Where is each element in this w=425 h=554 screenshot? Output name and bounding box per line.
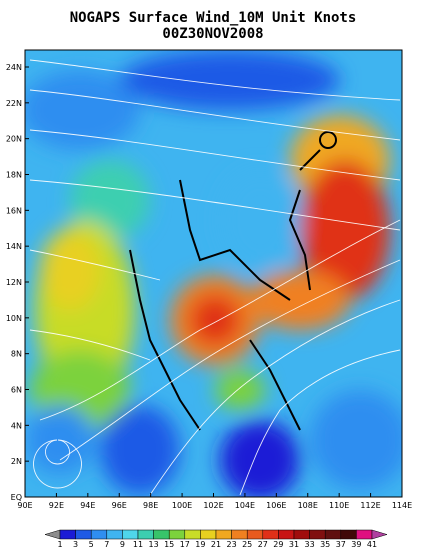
- colorbar-label: 9: [120, 540, 125, 549]
- y-axis-label: 18N: [6, 171, 22, 180]
- colorbar-label: 29: [273, 540, 283, 549]
- colorbar-swatch: [340, 529, 357, 540]
- axes: EQ 2N 4N 6N 8N 10N 12N 14N 16N 18N 20N 22N 24N 90E 92E…: [6, 63, 412, 510]
- colorbar-swatch: [293, 529, 310, 540]
- y-axis-label: 22N: [6, 99, 22, 108]
- colorbar-label: 19: [195, 540, 205, 549]
- x-axis-label: 92E: [49, 501, 64, 510]
- colorbar-swatch: [184, 529, 201, 540]
- y-axis-label: 16N: [6, 206, 22, 215]
- colorbar-label: 21: [211, 540, 221, 549]
- colorbar-label: 31: [289, 540, 299, 549]
- colorbar-swatch: [262, 529, 279, 540]
- colorbar: 1 3 5 7 9 11 13 15 17 19 21 23 25 27 29 31 33 35 37 39 41: [44, 529, 388, 549]
- colorbar-label: 25: [242, 540, 252, 549]
- colorbar-swatch: [153, 529, 170, 540]
- colorbar-swatch: [324, 529, 342, 540]
- colorbar-swatch: [106, 529, 123, 540]
- x-axis-label: 114E: [392, 501, 412, 510]
- colorbar-label: 1: [57, 540, 62, 549]
- title: NOGAPS Surface Wind_10M Unit Knots: [70, 10, 357, 26]
- colorbar-swatch: [59, 529, 76, 540]
- x-axis-label: 94E: [80, 501, 95, 510]
- colorbar-label: 41: [367, 540, 377, 549]
- x-axis-label: 98E: [143, 501, 158, 510]
- x-axis-label: 104E: [235, 501, 255, 510]
- colorbar-label: 35: [320, 540, 330, 549]
- colorbar-arrow: [371, 529, 388, 540]
- y-axis-label: 12N: [6, 278, 22, 287]
- x-axis-label: 112E: [360, 501, 380, 510]
- y-axis-label: 6N: [11, 386, 22, 395]
- colorbar-swatch: [309, 529, 326, 540]
- colorbar-arrow: [44, 529, 61, 540]
- wind-field: [25, 50, 402, 497]
- x-axis-label: 100E: [172, 501, 192, 510]
- colorbar-swatch: [137, 529, 154, 540]
- y-axis-label: 14N: [6, 242, 22, 251]
- colorbar-label: 5: [89, 540, 94, 549]
- colorbar-label: 13: [149, 540, 159, 549]
- colorbar-swatch: [246, 529, 264, 540]
- colorbar-swatch: [356, 529, 373, 540]
- x-axis-label: 106E: [266, 501, 286, 510]
- colorbar-label: 27: [258, 540, 268, 549]
- x-axis-label: 90E: [17, 501, 32, 510]
- colorbar-swatch: [200, 529, 217, 540]
- y-axis-label: 8N: [11, 350, 22, 359]
- colorbar-label: 23: [227, 540, 237, 549]
- colorbar-label: 33: [305, 540, 315, 549]
- colorbar-swatch: [75, 529, 92, 540]
- colorbar-swatch: [215, 529, 232, 540]
- colorbar-label: 39: [351, 540, 361, 549]
- y-axis-label: 4N: [11, 421, 22, 430]
- colorbar-label: 11: [133, 540, 143, 549]
- colorbar-label: 17: [180, 540, 190, 549]
- colorbar-swatch: [122, 529, 139, 540]
- subtitle: 00Z30NOV2008: [162, 26, 263, 42]
- x-axis-label: 110E: [329, 501, 349, 510]
- y-axis-label: 24N: [6, 63, 22, 72]
- x-axis-label: 102E: [203, 501, 223, 510]
- colorbar-swatch: [90, 529, 108, 540]
- y-axis-label: 10N: [6, 314, 22, 323]
- colorbar-swatch: [278, 529, 295, 540]
- colorbar-label: 15: [164, 540, 174, 549]
- colorbar-label: 7: [104, 540, 109, 549]
- y-axis-label: 2N: [11, 457, 22, 466]
- x-axis-label: 96E: [112, 501, 127, 510]
- colorbar-swatch: [231, 529, 248, 540]
- colorbar-label: 37: [336, 540, 346, 549]
- colorbar-swatch: [168, 529, 186, 540]
- colorbar-label: 3: [73, 540, 78, 549]
- x-axis-label: 108E: [298, 501, 318, 510]
- y-axis-label: 20N: [6, 135, 22, 144]
- y-axis-label: EQ: [11, 493, 22, 502]
